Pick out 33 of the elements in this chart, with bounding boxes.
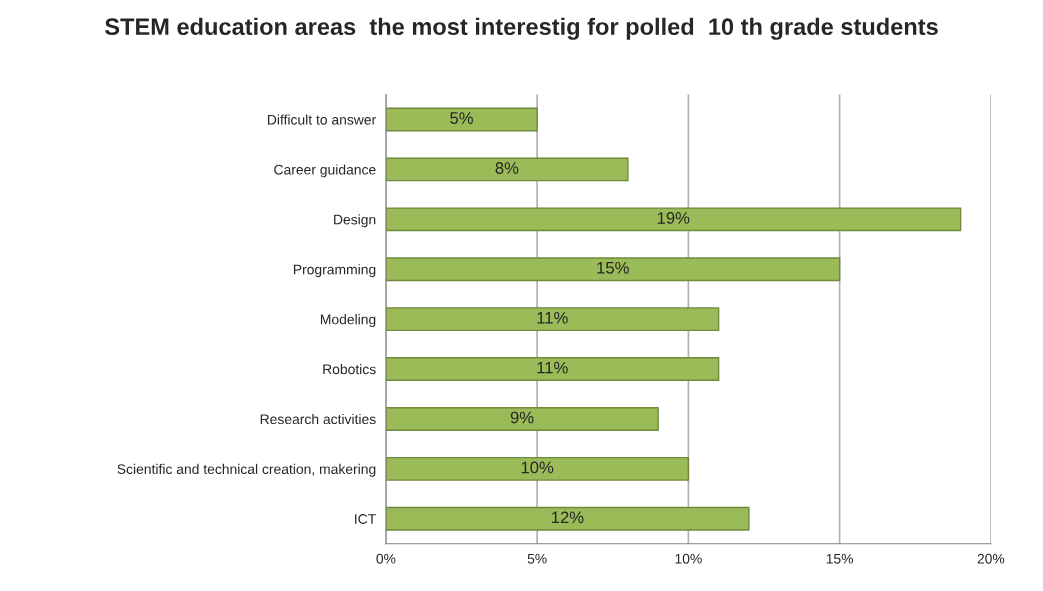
data-label: 10% xyxy=(521,461,554,474)
y-tick-label: Scientific and technical creation, makering xyxy=(117,463,376,477)
y-tick-label: Design xyxy=(334,214,376,228)
y-tick-label: Career guidance xyxy=(274,164,376,178)
bar xyxy=(385,357,720,381)
y-tick-label: Difficult to answer xyxy=(267,114,376,125)
data-label: 12% xyxy=(551,511,584,524)
y-tick-label: ICT xyxy=(355,514,376,524)
chart-title: STEM education areas the most interestig for polled 10 th grade students xyxy=(105,17,938,40)
bar xyxy=(385,506,750,531)
x-tick-label: 10% xyxy=(675,553,702,564)
data-label: 15% xyxy=(597,261,629,274)
bar xyxy=(385,157,629,182)
x-tick-label: 0% xyxy=(376,553,396,564)
bar xyxy=(385,257,841,282)
x-tick-label: 15% xyxy=(826,553,854,564)
bar xyxy=(385,407,659,431)
x-tick-label: 20% xyxy=(977,553,1005,564)
y-tick-label: Programming xyxy=(293,264,376,278)
y-tick-label: Modeling xyxy=(320,314,376,328)
data-label: 11% xyxy=(537,361,568,374)
bar xyxy=(385,107,538,132)
data-label: 11% xyxy=(537,311,568,324)
data-label: 9% xyxy=(510,411,534,424)
data-label: 8% xyxy=(495,162,519,174)
bar xyxy=(385,456,690,481)
y-tick-label: Robotics xyxy=(323,364,376,375)
y-tick-label: Research activities xyxy=(260,413,376,425)
data-label: 5% xyxy=(450,112,473,124)
data-label: 19% xyxy=(657,212,690,224)
x-tick-label: 5% xyxy=(527,553,547,564)
bar xyxy=(385,307,720,332)
bar xyxy=(385,207,962,232)
